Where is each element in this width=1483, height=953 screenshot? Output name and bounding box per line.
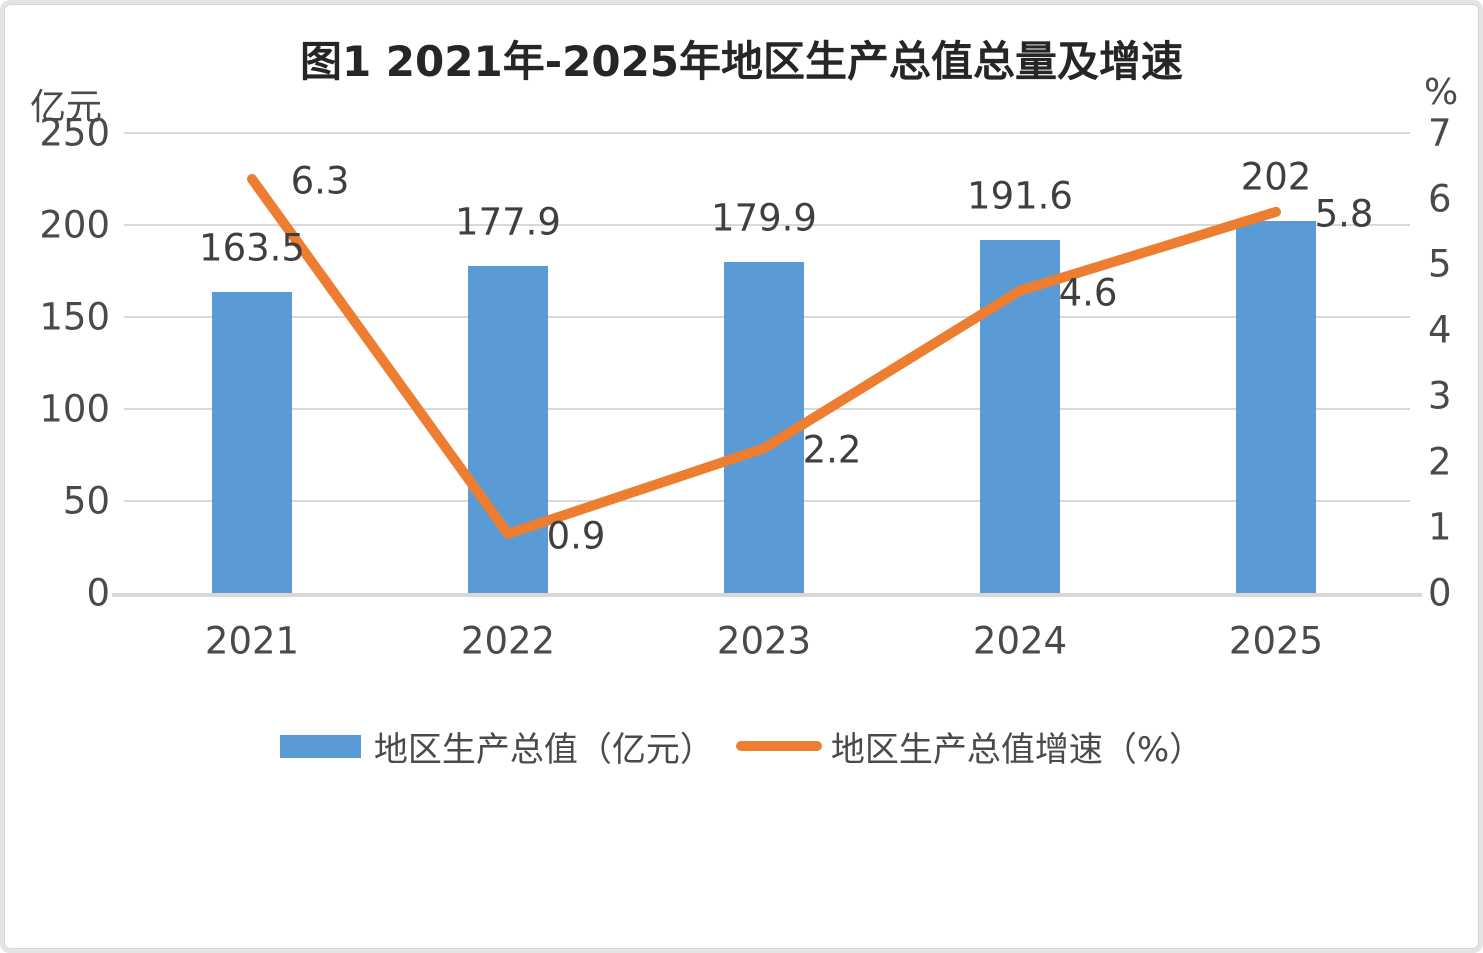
right-axis-tick: 2	[1428, 440, 1452, 484]
legend-item-growth: 地区生产总值增速（%）	[735, 722, 1204, 771]
chart-title: 图1 2021年-2025年地区生产总值总量及增速	[299, 37, 1184, 86]
right-axis-tick: 5	[1428, 242, 1452, 286]
bar-2024	[980, 240, 1060, 593]
line-value-label-2024: 4.6	[1058, 271, 1118, 315]
x-axis-label-2024: 2024	[972, 619, 1068, 663]
x-axis-label-2025: 2025	[1228, 619, 1324, 663]
left-axis-tick: 250	[39, 111, 110, 155]
right-axis-tick: 3	[1428, 374, 1452, 418]
legend-item-gdp: 地区生产总值（亿元）	[279, 722, 714, 771]
x-axis-label-2022: 2022	[460, 619, 556, 663]
legend-growth-label: 地区生产总值增速（%）	[830, 729, 1204, 770]
right-axis-unit-label: %	[1424, 72, 1459, 113]
right-axis-tick: 7	[1428, 111, 1452, 155]
bar-value-label-2023: 179.9	[711, 196, 817, 240]
bar-value-label-2024: 191.6	[967, 174, 1073, 218]
right-axis-tick: 6	[1428, 177, 1452, 221]
left-axis-tick: 150	[39, 295, 110, 339]
right-axis-tick: 0	[1428, 571, 1452, 615]
line-value-label-2025: 5.8	[1314, 192, 1374, 236]
legend-line-swatch	[735, 741, 822, 751]
line-value-label-2021: 6.3	[290, 159, 350, 203]
left-axis-unit-label: 亿元	[30, 87, 103, 128]
legend-bar-label: 地区生产总值（亿元）	[373, 729, 714, 770]
legend: 地区生产总值（亿元） 地区生产总值增速（%）	[0, 722, 1483, 770]
right-axis-tick: 1	[1428, 505, 1452, 549]
right-axis-tick: 4	[1428, 308, 1452, 352]
bar-value-label-2021: 163.5	[199, 226, 305, 270]
bar-value-label-2022: 177.9	[455, 200, 561, 244]
bar-2025	[1236, 221, 1316, 593]
line-value-label-2023: 2.2	[802, 428, 862, 472]
bar-2021	[212, 292, 292, 593]
bar-2023	[724, 261, 804, 593]
left-axis-tick: 50	[62, 479, 110, 523]
x-axis-line	[112, 593, 1422, 597]
legend-bar-swatch	[279, 734, 361, 758]
left-axis-tick: 200	[39, 203, 110, 247]
x-axis-label-2023: 2023	[716, 619, 812, 663]
gridline	[124, 132, 1410, 134]
left-axis-tick: 100	[39, 387, 110, 431]
bar-2022	[468, 265, 548, 593]
x-axis-label-2021: 2021	[204, 619, 300, 663]
line-value-label-2022: 0.9	[546, 514, 606, 558]
left-axis-tick: 0	[86, 571, 110, 615]
bar-value-label-2025: 202	[1240, 155, 1312, 199]
